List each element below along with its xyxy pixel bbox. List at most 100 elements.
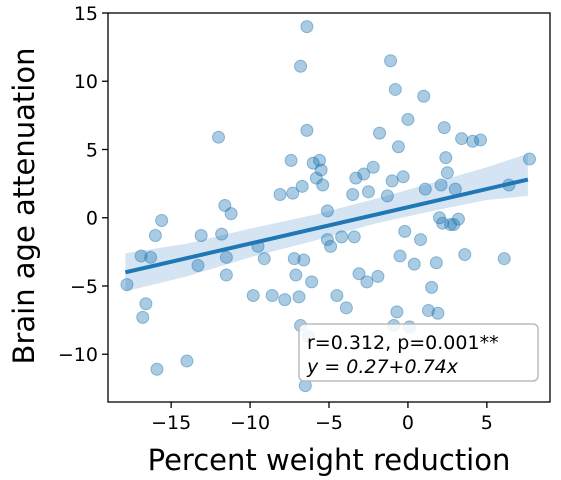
data-point [273,188,287,202]
fit-line-layer [124,177,529,275]
data-point [139,297,153,311]
y-tick-label: 10 [74,71,98,93]
data-point [306,156,320,170]
data-point [292,290,306,304]
x-tick-label: −15 [151,412,191,434]
data-point [278,293,292,307]
data-point [439,151,453,165]
data-point [418,182,432,196]
data-point [466,134,480,148]
y-tick-label: 5 [86,139,98,161]
data-point [360,275,374,289]
data-point [349,171,363,185]
data-point [421,304,435,318]
data-point [297,253,311,267]
confidence-band-layer [125,153,528,292]
data-point [313,153,327,167]
data-point [455,132,469,146]
data-point [393,249,407,263]
data-point [224,207,238,221]
data-point [219,268,233,282]
y-axis-title: Brain age attenuation [7,48,41,365]
data-point [444,218,458,232]
y-tick-label: −10 [58,344,98,366]
data-point [314,163,328,177]
regression-line [124,177,529,275]
data-point [309,171,323,185]
data-point [388,82,402,96]
data-point [434,178,448,192]
y-tick-label: 15 [74,3,98,25]
data-point [458,248,472,262]
data-point [257,252,271,266]
data-point [134,249,148,263]
data-point [414,233,428,247]
data-point [390,305,404,319]
data-point [294,59,308,73]
data-point [305,275,319,289]
data-point [194,228,208,242]
data-point [300,20,314,34]
data-point [265,289,279,303]
data-point [324,239,338,253]
data-point [425,280,439,294]
data-point [191,259,205,273]
data-point [398,224,412,238]
data-point [361,185,375,199]
data-point [284,153,298,167]
data-point [219,250,233,264]
data-point [380,189,394,203]
data-point [320,233,334,247]
data-point [433,211,446,225]
data-point [371,269,385,283]
data-point [436,216,450,230]
annotation-stats-line: r=0.312, p=0.001** [307,332,499,354]
stats-annotation: r=0.312, p=0.001** y = 0.27+0.74x [298,323,539,382]
data-point [352,267,366,281]
confidence-band [125,153,528,292]
x-axis-title: Percent weight reduction [148,443,511,477]
data-point [431,306,445,320]
data-point [120,278,134,292]
data-point [373,126,387,140]
data-point [346,188,360,202]
data-point [144,250,158,264]
y-axis-ticks: −10 −5 0 5 10 15 [58,3,108,366]
x-tick-label: −10 [230,412,270,434]
data-point [385,174,399,188]
data-point [497,252,511,266]
data-point [218,198,232,212]
data-point [286,186,300,200]
data-point [417,89,431,103]
data-point [357,167,371,181]
data-point [155,213,169,227]
data-point [347,230,361,244]
data-point [366,160,380,174]
data-point [429,256,443,270]
data-point [316,178,330,192]
x-tick-label: 5 [481,412,493,434]
data-point [150,362,164,376]
data-point [330,289,344,303]
data-point [300,123,314,137]
data-point [148,228,162,242]
data-point [440,166,454,180]
data-point [391,140,405,154]
data-point [339,301,353,315]
y-tick-label: −5 [70,276,98,298]
data-point [401,112,415,126]
data-point [407,257,421,271]
x-tick-label: −5 [315,412,343,434]
data-point [396,170,410,184]
data-point [437,121,451,135]
x-tick-label: 0 [402,412,414,434]
data-point [215,227,229,241]
annotation-box [298,323,539,382]
data-point [522,152,536,166]
data-point [335,230,349,244]
data-point [451,212,465,226]
data-point [289,268,303,282]
data-point [180,354,194,368]
data-point [136,310,150,324]
